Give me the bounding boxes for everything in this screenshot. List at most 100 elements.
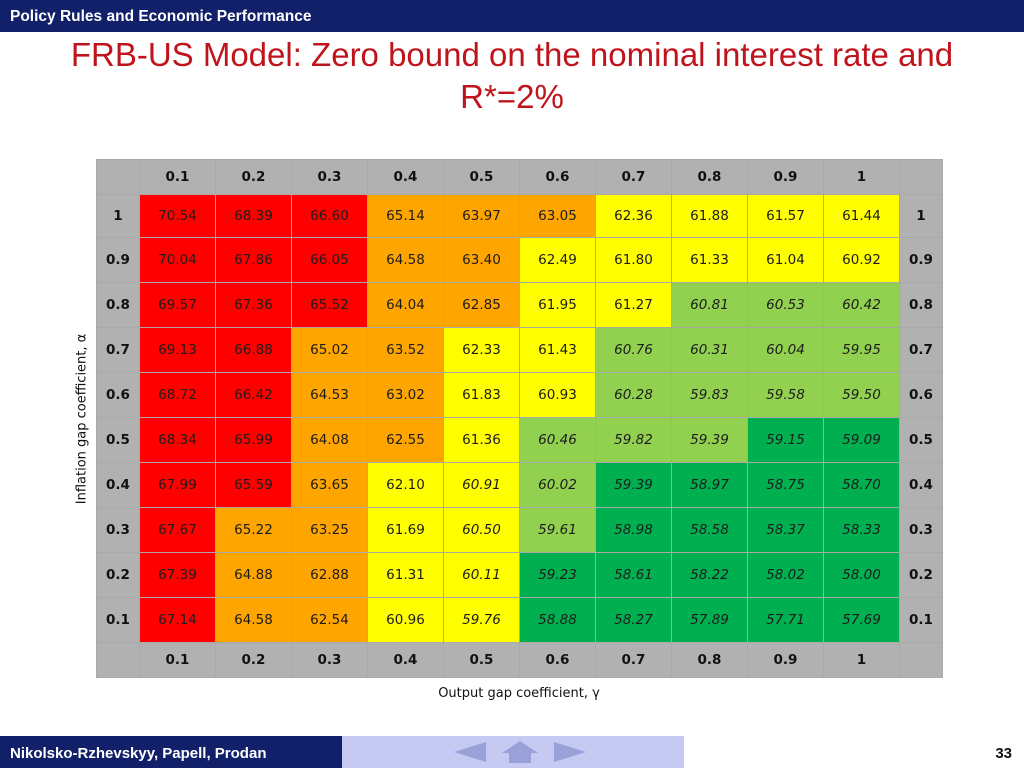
heatmap-cell: 60.76 xyxy=(595,327,672,373)
heatmap-cell: 67.39 xyxy=(139,552,216,598)
heatmap-cell: 62.55 xyxy=(367,417,444,463)
heatmap-cell: 67.36 xyxy=(215,282,292,328)
heatmap-cell: 69.13 xyxy=(139,327,216,373)
x-tick-label: 0.6 xyxy=(519,642,596,678)
heatmap-cell: 63.40 xyxy=(443,237,520,283)
y-tick-label-right: 0.4 xyxy=(899,462,943,508)
heatmap-cell: 64.53 xyxy=(291,372,368,418)
heatmap-cell: 60.50 xyxy=(443,507,520,553)
heatmap-cell: 62.33 xyxy=(443,327,520,373)
heatmap-cell: 62.36 xyxy=(595,194,672,238)
heatmap-cell: 60.91 xyxy=(443,462,520,508)
x-tick-label: 0.5 xyxy=(443,642,520,678)
page-number: 33 xyxy=(995,745,1012,762)
y-tick-label: 0.8 xyxy=(96,282,140,328)
heatmap-cell: 61.33 xyxy=(671,237,748,283)
heatmap-cell: 63.52 xyxy=(367,327,444,373)
heatmap-row: 0.3 67.67 65.22 63.25 61.69 60.50 59.61 58.98 58… xyxy=(96,507,943,553)
heatmap-cell: 65.14 xyxy=(367,194,444,238)
heatmap-cell: 67.14 xyxy=(139,597,216,643)
next-slide-icon[interactable] xyxy=(550,740,590,764)
heatmap-cell: 64.58 xyxy=(215,597,292,643)
x-tick-label: 0.2 xyxy=(215,159,292,195)
heatmap-cell: 68.72 xyxy=(139,372,216,418)
heatmap-cell: 61.57 xyxy=(747,194,824,238)
header-text: Policy Rules and Economic Performance xyxy=(10,8,312,25)
y-tick-label-right: 0.5 xyxy=(899,417,943,463)
previous-slide-icon[interactable] xyxy=(450,740,490,764)
heatmap-cell: 67.86 xyxy=(215,237,292,283)
heatmap-cell: 58.58 xyxy=(671,507,748,553)
footer-bar: Nikolsko-Rzhevskyy, Papell, Prodan 33 xyxy=(0,736,1024,768)
x-tick-label: 0.9 xyxy=(747,642,824,678)
heatmap-cell: 59.09 xyxy=(823,417,900,463)
heatmap-row: 1 70.54 68.39 66.60 65.14 63.97 63.05 62.36 61.8… xyxy=(96,194,943,238)
x-tick-label: 1 xyxy=(823,642,900,678)
y-tick-label-right: 0.9 xyxy=(899,237,943,283)
heatmap-cell: 61.44 xyxy=(823,194,900,238)
y-axis-label: Inflation gap coefficient, α xyxy=(74,333,90,505)
heatmap-cell: 58.02 xyxy=(747,552,824,598)
x-tick-label: 0.5 xyxy=(443,159,520,195)
y-tick-label-right: 1 xyxy=(899,194,943,238)
header-bar: Policy Rules and Economic Performance xyxy=(0,0,1024,32)
heatmap-cell: 59.95 xyxy=(823,327,900,373)
heatmap-cell: 62.85 xyxy=(443,282,520,328)
heatmap-cell: 58.97 xyxy=(671,462,748,508)
x-tick-label: 0.7 xyxy=(595,159,672,195)
heatmap-cell: 57.89 xyxy=(671,597,748,643)
heatmap-cell: 64.08 xyxy=(291,417,368,463)
heatmap-cell: 65.52 xyxy=(291,282,368,328)
heatmap-cell: 60.46 xyxy=(519,417,596,463)
x-tick-label: 0.1 xyxy=(139,642,216,678)
heatmap-cell: 68.39 xyxy=(215,194,292,238)
heatmap-table: 0.1 0.2 0.3 0.4 0.5 0.6 0.7 0.8 0.9 1 1 70.54 68.39 6… xyxy=(96,159,943,678)
heatmap-cell: 58.98 xyxy=(595,507,672,553)
heatmap-cell: 63.65 xyxy=(291,462,368,508)
heatmap-cell: 66.42 xyxy=(215,372,292,418)
heatmap-cell: 66.60 xyxy=(291,194,368,238)
y-tick-label: 0.7 xyxy=(96,327,140,373)
heatmap-cell: 59.39 xyxy=(595,462,672,508)
heatmap-cell: 65.99 xyxy=(215,417,292,463)
heatmap-cell: 61.69 xyxy=(367,507,444,553)
heatmap-cell: 60.02 xyxy=(519,462,596,508)
corner-cell xyxy=(96,159,140,195)
x-tick-label: 0.8 xyxy=(671,159,748,195)
heatmap-cell: 63.97 xyxy=(443,194,520,238)
heatmap-cell: 59.76 xyxy=(443,597,520,643)
x-tick-label: 0.3 xyxy=(291,642,368,678)
x-tick-label: 0.2 xyxy=(215,642,292,678)
heatmap-cell: 61.95 xyxy=(519,282,596,328)
corner-cell xyxy=(899,159,943,195)
heatmap-cell: 59.61 xyxy=(519,507,596,553)
x-tick-label: 0.8 xyxy=(671,642,748,678)
corner-cell xyxy=(899,642,943,678)
heatmap-cell: 65.02 xyxy=(291,327,368,373)
y-tick-label-right: 0.6 xyxy=(899,372,943,418)
heatmap-cell: 60.11 xyxy=(443,552,520,598)
heatmap-row: 0.5 68.34 65.99 64.08 62.55 61.36 60.46 59.82 59… xyxy=(96,417,943,463)
heatmap-cell: 57.71 xyxy=(747,597,824,643)
y-tick-label: 0.1 xyxy=(96,597,140,643)
heatmap-cell: 61.88 xyxy=(671,194,748,238)
heatmap-cell: 60.04 xyxy=(747,327,824,373)
y-tick-label: 0.3 xyxy=(96,507,140,553)
x-tick-label: 0.4 xyxy=(367,642,444,678)
heatmap-cell: 60.93 xyxy=(519,372,596,418)
heatmap-cell: 59.58 xyxy=(747,372,824,418)
y-tick-label-right: 0.2 xyxy=(899,552,943,598)
y-tick-label-right: 0.1 xyxy=(899,597,943,643)
heatmap-cell: 59.50 xyxy=(823,372,900,418)
y-tick-label: 0.2 xyxy=(96,552,140,598)
y-tick-label: 0.4 xyxy=(96,462,140,508)
home-icon[interactable] xyxy=(500,740,540,764)
heatmap-cell: 61.83 xyxy=(443,372,520,418)
heatmap-cell: 68.34 xyxy=(139,417,216,463)
heatmap-cell: 64.58 xyxy=(367,237,444,283)
heatmap-cell: 60.53 xyxy=(747,282,824,328)
corner-cell xyxy=(96,642,140,678)
heatmap-cell: 58.22 xyxy=(671,552,748,598)
heatmap-cell: 66.88 xyxy=(215,327,292,373)
navigation-box xyxy=(342,736,684,768)
